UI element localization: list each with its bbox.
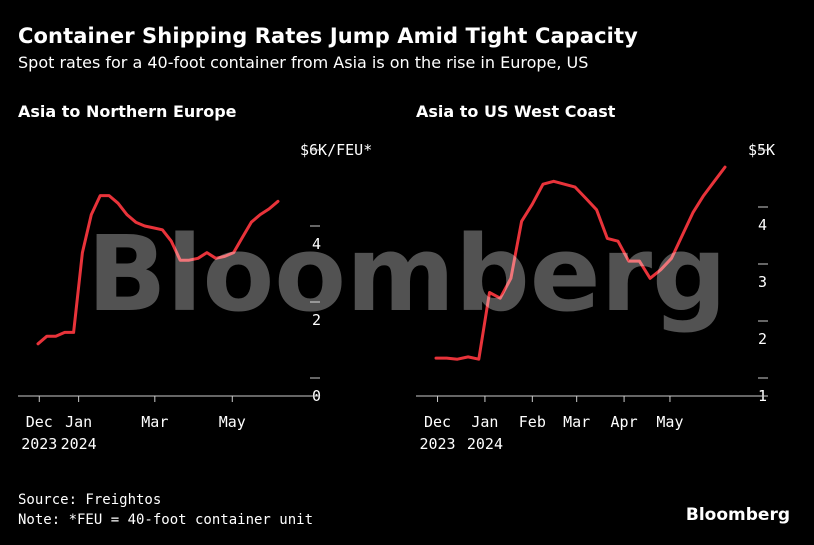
chart-subtitle: Spot rates for a 40-foot container from …	[18, 53, 589, 72]
x-tick-label: Mar	[141, 413, 168, 431]
x-tick-label-year: 2023	[21, 435, 57, 453]
y-tick-label: 4	[312, 235, 321, 253]
feu-note: Note: *FEU = 40-foot container unit	[18, 512, 314, 528]
y-tick-label: 2	[758, 330, 767, 348]
y-tick-label: 4	[758, 216, 767, 234]
x-tick-label: Mar	[563, 413, 590, 431]
x-tick-label: Dec	[26, 413, 53, 431]
x-tick-label: Apr	[611, 413, 638, 431]
chart-panel-1: Asia to Northern Europe$6K/FEU*024Dec202…	[18, 102, 372, 453]
series-line	[434, 165, 727, 361]
bloomberg-logo: Bloomberg	[685, 505, 790, 525]
y-tick-label: 3	[758, 273, 767, 291]
chart-title: Container Shipping Rates Jump Amid Tight…	[18, 24, 638, 48]
panel-title: Asia to US West Coast	[416, 102, 616, 121]
x-tick-label: Jan	[65, 413, 92, 431]
x-tick-label-year: 2024	[467, 435, 503, 453]
unit-label: $6K/FEU*	[300, 141, 372, 159]
series-line	[36, 194, 280, 346]
x-tick-label: Dec	[424, 413, 451, 431]
panel-title: Asia to Northern Europe	[18, 102, 237, 121]
bloomberg-watermark: Bloomberg	[87, 213, 727, 335]
x-tick-label-year: 2023	[419, 435, 455, 453]
x-tick-label: Feb	[519, 413, 546, 431]
x-tick-label: May	[656, 413, 683, 431]
x-tick-label-year: 2024	[61, 435, 97, 453]
x-tick-label: May	[219, 413, 246, 431]
chart-panel-2: Asia to US West Coast$5K1234Dec2023Jan20…	[416, 102, 775, 453]
y-tick-label: 2	[312, 311, 321, 329]
source-note: Source: Freightos	[18, 492, 162, 508]
x-tick-label: Jan	[471, 413, 498, 431]
